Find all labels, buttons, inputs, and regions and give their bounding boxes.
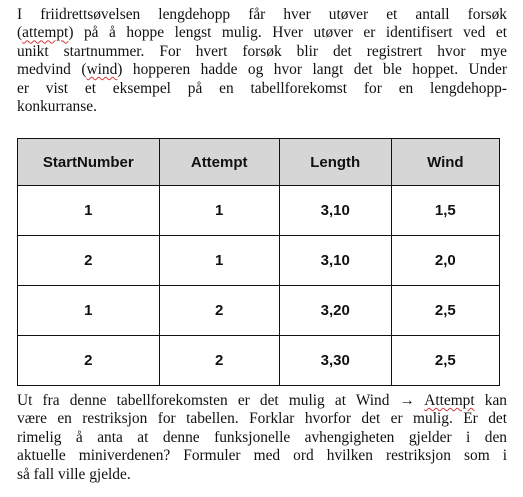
intro-text: ( xyxy=(17,24,23,42)
question-line: Ut fra denne tabellforekomsten er det mu… xyxy=(17,392,507,410)
cell-wind: 2,5 xyxy=(390,335,501,386)
cell-startnumber: 2 xyxy=(17,335,160,386)
cell-attempt: 2 xyxy=(158,285,280,336)
intro-paragraph: I friidrettsøvelsen lengdehopp får hver … xyxy=(17,6,507,116)
cell-length: 3,20 xyxy=(278,285,392,336)
question-line: være en restriksjon for tabellen. Forkla… xyxy=(17,410,507,428)
question-text: kan xyxy=(474,392,508,409)
spellcheck-word-attempt: Attempt xyxy=(424,392,475,409)
question-text: Ut fra denne tabellforekomsten er det mu… xyxy=(17,392,425,409)
header-attempt: Attempt xyxy=(158,138,280,186)
header-length: Length xyxy=(278,138,392,186)
question-line: så fall ville gjelde. xyxy=(17,466,507,484)
cell-wind: 2,5 xyxy=(390,285,501,336)
cell-attempt: 1 xyxy=(158,185,280,236)
cell-startnumber: 1 xyxy=(17,185,160,236)
intro-text: ) på å hoppe lengst mulig. Hver utøver e… xyxy=(68,24,507,42)
cell-length: 3,10 xyxy=(278,235,392,286)
intro-line: konkurranse. xyxy=(17,98,507,116)
cell-length: 3,10 xyxy=(278,185,392,236)
cell-startnumber: 2 xyxy=(17,235,160,286)
intro-text: I friidrettsøvelsen lengdehopp får hver … xyxy=(17,6,507,23)
spellcheck-word-wind: wind xyxy=(86,61,118,79)
intro-text: er vist et eksempel på en tabellforekoms… xyxy=(17,79,507,97)
question-paragraph: Ut fra denne tabellforekomsten er det mu… xyxy=(17,392,507,484)
question-text: så fall ville gjelde. xyxy=(17,465,131,483)
intro-text: medvind ( xyxy=(17,61,87,79)
table-row: 2 2 3,30 2,5 xyxy=(17,335,501,386)
cell-attempt: 2 xyxy=(158,335,280,386)
question-line: aktuelle miniverdenen? Formuler med ord … xyxy=(17,447,507,465)
intro-line: I friidrettsøvelsen lengdehopp får hver … xyxy=(17,6,507,24)
spellcheck-word-attempt: attempt xyxy=(22,24,69,42)
intro-text: konkurranse. xyxy=(17,98,97,116)
question-line: rimelig å anta at denne funksjonelle avh… xyxy=(17,429,507,447)
header-startnumber: StartNumber xyxy=(17,138,160,186)
intro-line: er vist et eksempel på en tabellforekoms… xyxy=(17,80,507,98)
lengdehopp-table: StartNumber Attempt Length Wind 1 1 3,10… xyxy=(17,138,501,386)
cell-wind: 2,0 xyxy=(390,235,501,286)
question-text: rimelig å anta at denne funksjonelle avh… xyxy=(17,428,507,446)
cell-attempt: 1 xyxy=(158,235,280,286)
question-text: aktuelle miniverdenen? Formuler med ord … xyxy=(17,447,507,465)
table-row: 2 1 3,10 2,0 xyxy=(17,235,501,286)
table-row: 1 1 3,10 1,5 xyxy=(17,185,501,236)
table-header-row: StartNumber Attempt Length Wind xyxy=(17,138,501,186)
header-wind: Wind xyxy=(390,138,501,186)
intro-line: (attempt) på å hoppe lengst mulig. Hver … xyxy=(17,24,507,42)
question-text: være en restriksjon for tabellen. Forkla… xyxy=(17,410,507,428)
intro-line: medvind (wind) hopperen hadde og hvor la… xyxy=(17,61,507,79)
cell-wind: 1,5 xyxy=(390,185,501,236)
intro-line: unikt startnummer. For hvert forsøk blir… xyxy=(17,43,507,61)
intro-text: unikt startnummer. For hvert forsøk blir… xyxy=(17,42,507,60)
intro-text: ) hopperen hadde og hvor langt det ble h… xyxy=(117,61,507,79)
table-row: 1 2 3,20 2,5 xyxy=(17,285,501,336)
cell-startnumber: 1 xyxy=(17,285,160,336)
cell-length: 3,30 xyxy=(278,335,392,386)
